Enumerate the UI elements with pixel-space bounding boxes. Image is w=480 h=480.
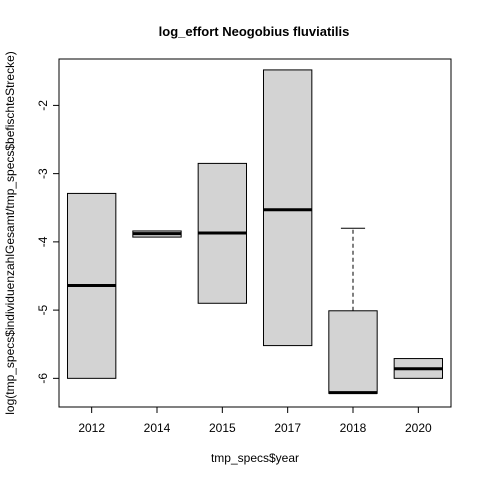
box-group xyxy=(66,69,444,395)
box-2017 xyxy=(262,69,313,347)
y-tick-label: -3 xyxy=(36,168,50,179)
box-2020 xyxy=(393,358,444,379)
chart-title: log_effort Neogobius fluviatilis xyxy=(159,24,350,39)
x-tick-label: 2014 xyxy=(144,421,171,435)
x-axis: 2012 2014 2015 2017 2018 2020 xyxy=(78,407,432,435)
box-2012 xyxy=(66,192,117,379)
box-body xyxy=(328,310,378,394)
y-tick-label: -2 xyxy=(36,100,50,111)
x-tick-label: 2012 xyxy=(78,421,105,435)
x-tick-label: 2015 xyxy=(209,421,236,435)
box-body xyxy=(262,69,313,347)
y-axis: -6 -5 -4 -3 -2 xyxy=(36,100,59,384)
x-tick-label: 2017 xyxy=(274,421,301,435)
x-tick-label: 2018 xyxy=(340,421,367,435)
y-axis-label: log(tmp_specs$individuenzahlGesamt/tmp_s… xyxy=(3,51,17,415)
y-tick-label: -5 xyxy=(36,304,50,315)
y-tick-label: -4 xyxy=(36,236,50,247)
x-axis-label: tmp_specs$year xyxy=(211,451,299,465)
y-tick-label: -6 xyxy=(36,373,50,384)
plot-frame xyxy=(58,58,452,408)
box-2014 xyxy=(132,230,182,238)
box-2018 xyxy=(328,227,378,395)
x-tick-label: 2020 xyxy=(405,421,432,435)
box-2015 xyxy=(197,162,248,304)
